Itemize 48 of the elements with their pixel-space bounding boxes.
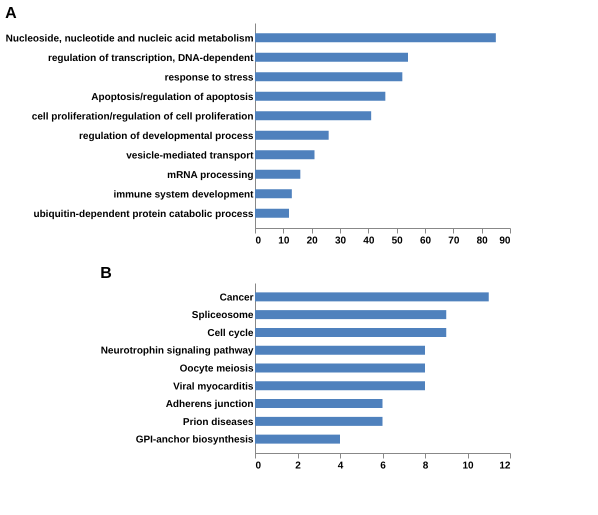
bar bbox=[255, 72, 402, 82]
y-tick-label: regulation of developmental process bbox=[79, 130, 254, 142]
y-tick-label: immune system development bbox=[113, 189, 254, 200]
x-tick-label: 80 bbox=[476, 236, 488, 246]
y-tick-label: Spliceosome bbox=[192, 310, 254, 322]
x-tick-label: 20 bbox=[306, 236, 318, 246]
x-tick-label: 70 bbox=[448, 236, 460, 246]
y-tick-label: Neurotrophin signaling pathway bbox=[100, 346, 254, 357]
x-tick-label: 90 bbox=[499, 236, 511, 246]
y-tick-label: GPI-anchor biosynthesis bbox=[136, 434, 254, 446]
bar bbox=[255, 130, 329, 140]
bar bbox=[255, 150, 314, 160]
y-tick-label: Prion diseases bbox=[182, 416, 254, 428]
text: B bbox=[100, 265, 112, 282]
y-tick-label: cell proliferation/regulation of cell proliferation bbox=[32, 111, 254, 122]
bar bbox=[255, 33, 496, 42]
y-tick-label: ubiquitin-dependent protein catabolic process bbox=[33, 208, 254, 220]
bar bbox=[255, 92, 386, 101]
y-tick-label: Apoptosis/regulation of apoptosis bbox=[91, 92, 254, 103]
text: A bbox=[5, 5, 18, 22]
bar bbox=[255, 111, 372, 120]
x-tick-label: 0 bbox=[256, 460, 262, 472]
x-tick-label: 12 bbox=[499, 460, 511, 472]
y-tick-label: Adherens junction bbox=[166, 399, 254, 410]
y-tick-label: mRNA processing bbox=[167, 170, 254, 181]
x-tick-label: 8 bbox=[422, 460, 429, 472]
bar bbox=[255, 208, 289, 218]
x-tick-label: 6 bbox=[380, 460, 386, 472]
y-tick-label: Cancer bbox=[220, 292, 254, 304]
x-tick-label: 30 bbox=[334, 236, 346, 246]
x-tick-label: 0 bbox=[256, 236, 262, 246]
x-tick-label: 10 bbox=[462, 460, 474, 472]
y-tick-label: Oocyte meiosis bbox=[180, 364, 254, 374]
x-tick-label: 10 bbox=[278, 236, 290, 246]
bar bbox=[255, 170, 300, 179]
y-tick-label: regulation of transcription, DNA-dependent bbox=[48, 52, 254, 64]
bar bbox=[255, 189, 292, 198]
y-tick-label: vesicle-mediated transport bbox=[126, 150, 254, 162]
y-tick-label: Cell cycle bbox=[207, 328, 254, 339]
x-tick-label: 50 bbox=[392, 236, 404, 246]
x-tick-label: 2 bbox=[295, 460, 302, 472]
x-tick-label: 4 bbox=[338, 460, 344, 472]
y-tick-label: Viral myocarditis bbox=[173, 381, 254, 392]
y-tick-label: response to stress bbox=[164, 72, 254, 84]
x-tick-label: 60 bbox=[420, 236, 432, 246]
bar bbox=[255, 52, 408, 62]
y-tick-label: Nucleoside, nucleotide and nucleic acid metabolism bbox=[6, 33, 254, 44]
x-tick-label: 40 bbox=[363, 236, 375, 246]
